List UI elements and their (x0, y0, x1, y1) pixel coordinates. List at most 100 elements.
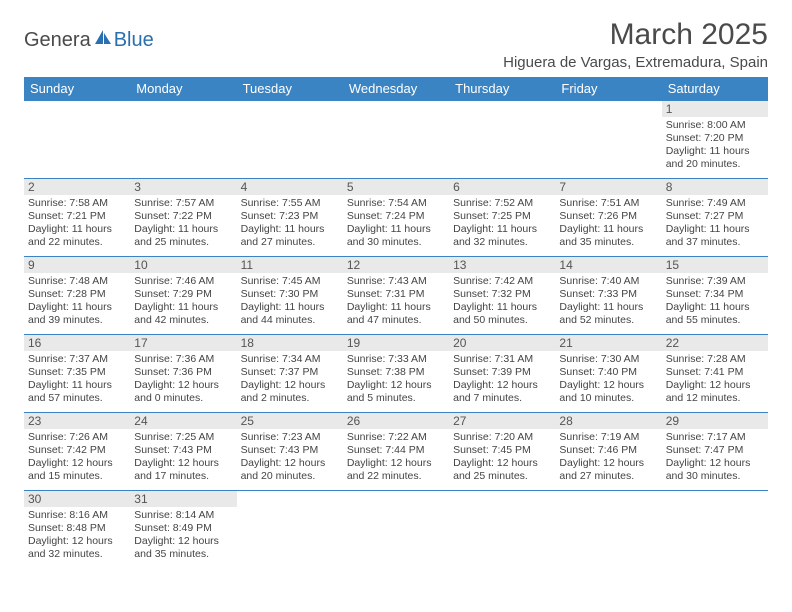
day-number: 13 (449, 257, 555, 273)
calendar-cell: 1Sunrise: 8:00 AMSunset: 7:20 PMDaylight… (662, 101, 768, 179)
calendar-cell: 31Sunrise: 8:14 AMSunset: 8:49 PMDayligh… (130, 491, 236, 569)
day-number: 16 (24, 335, 130, 351)
daylight-text: Daylight: 12 hours and 30 minutes. (666, 457, 764, 483)
sunset-text: Sunset: 7:37 PM (241, 366, 339, 379)
sunset-text: Sunset: 7:33 PM (559, 288, 657, 301)
day-number: 20 (449, 335, 555, 351)
calendar-row: 1Sunrise: 8:00 AMSunset: 7:20 PMDaylight… (24, 101, 768, 179)
calendar-cell: 18Sunrise: 7:34 AMSunset: 7:37 PMDayligh… (237, 335, 343, 413)
sunset-text: Sunset: 7:44 PM (347, 444, 445, 457)
calendar-table: Sunday Monday Tuesday Wednesday Thursday… (24, 77, 768, 569)
day-number: 2 (24, 179, 130, 195)
sunrise-text: Sunrise: 7:25 AM (134, 431, 232, 444)
sunset-text: Sunset: 7:34 PM (666, 288, 764, 301)
sunset-text: Sunset: 7:27 PM (666, 210, 764, 223)
day-number: 30 (24, 491, 130, 507)
sunrise-text: Sunrise: 7:36 AM (134, 353, 232, 366)
day-number: 22 (662, 335, 768, 351)
daylight-text: Daylight: 12 hours and 25 minutes. (453, 457, 551, 483)
day-info: Sunrise: 7:28 AMSunset: 7:41 PMDaylight:… (662, 351, 768, 409)
calendar-cell (343, 101, 449, 179)
calendar-cell: 10Sunrise: 7:46 AMSunset: 7:29 PMDayligh… (130, 257, 236, 335)
sunrise-text: Sunrise: 7:28 AM (666, 353, 764, 366)
daylight-text: Daylight: 11 hours and 42 minutes. (134, 301, 232, 327)
day-header: Monday (130, 77, 236, 101)
calendar-row: 2Sunrise: 7:58 AMSunset: 7:21 PMDaylight… (24, 179, 768, 257)
sunset-text: Sunset: 7:43 PM (241, 444, 339, 457)
day-info: Sunrise: 7:54 AMSunset: 7:24 PMDaylight:… (343, 195, 449, 253)
calendar-cell: 11Sunrise: 7:45 AMSunset: 7:30 PMDayligh… (237, 257, 343, 335)
day-info: Sunrise: 7:57 AMSunset: 7:22 PMDaylight:… (130, 195, 236, 253)
daylight-text: Daylight: 11 hours and 25 minutes. (134, 223, 232, 249)
sunrise-text: Sunrise: 7:52 AM (453, 197, 551, 210)
sunrise-text: Sunrise: 7:17 AM (666, 431, 764, 444)
header: Genera Blue March 2025 Higuera de Vargas… (24, 18, 768, 71)
daylight-text: Daylight: 11 hours and 35 minutes. (559, 223, 657, 249)
calendar-cell: 7Sunrise: 7:51 AMSunset: 7:26 PMDaylight… (555, 179, 661, 257)
sunrise-text: Sunrise: 7:30 AM (559, 353, 657, 366)
calendar-cell: 19Sunrise: 7:33 AMSunset: 7:38 PMDayligh… (343, 335, 449, 413)
daylight-text: Daylight: 11 hours and 20 minutes. (666, 145, 764, 171)
sunrise-text: Sunrise: 7:54 AM (347, 197, 445, 210)
sunset-text: Sunset: 7:30 PM (241, 288, 339, 301)
day-number: 24 (130, 413, 236, 429)
sunset-text: Sunset: 7:26 PM (559, 210, 657, 223)
sunrise-text: Sunrise: 7:23 AM (241, 431, 339, 444)
day-header: Saturday (662, 77, 768, 101)
sunset-text: Sunset: 7:39 PM (453, 366, 551, 379)
day-info: Sunrise: 7:34 AMSunset: 7:37 PMDaylight:… (237, 351, 343, 409)
day-info: Sunrise: 7:52 AMSunset: 7:25 PMDaylight:… (449, 195, 555, 253)
sunrise-text: Sunrise: 7:19 AM (559, 431, 657, 444)
day-number: 19 (343, 335, 449, 351)
sunrise-text: Sunrise: 7:20 AM (453, 431, 551, 444)
logo: Genera Blue (24, 28, 154, 52)
day-info: Sunrise: 7:43 AMSunset: 7:31 PMDaylight:… (343, 273, 449, 331)
calendar-cell: 6Sunrise: 7:52 AMSunset: 7:25 PMDaylight… (449, 179, 555, 257)
daylight-text: Daylight: 12 hours and 7 minutes. (453, 379, 551, 405)
sunrise-text: Sunrise: 7:26 AM (28, 431, 126, 444)
day-number: 1 (662, 101, 768, 117)
sunset-text: Sunset: 7:25 PM (453, 210, 551, 223)
sunrise-text: Sunrise: 7:45 AM (241, 275, 339, 288)
daylight-text: Daylight: 11 hours and 44 minutes. (241, 301, 339, 327)
day-number: 23 (24, 413, 130, 429)
day-number: 17 (130, 335, 236, 351)
day-info: Sunrise: 7:55 AMSunset: 7:23 PMDaylight:… (237, 195, 343, 253)
day-header: Sunday (24, 77, 130, 101)
day-info: Sunrise: 8:00 AMSunset: 7:20 PMDaylight:… (662, 117, 768, 175)
sunset-text: Sunset: 7:38 PM (347, 366, 445, 379)
sunset-text: Sunset: 8:48 PM (28, 522, 126, 535)
day-number: 14 (555, 257, 661, 273)
calendar-cell: 28Sunrise: 7:19 AMSunset: 7:46 PMDayligh… (555, 413, 661, 491)
calendar-cell (449, 101, 555, 179)
calendar-cell (237, 101, 343, 179)
daylight-text: Daylight: 12 hours and 5 minutes. (347, 379, 445, 405)
sunrise-text: Sunrise: 7:46 AM (134, 275, 232, 288)
sunrise-text: Sunrise: 7:55 AM (241, 197, 339, 210)
daylight-text: Daylight: 11 hours and 27 minutes. (241, 223, 339, 249)
day-info: Sunrise: 7:30 AMSunset: 7:40 PMDaylight:… (555, 351, 661, 409)
sunset-text: Sunset: 7:24 PM (347, 210, 445, 223)
calendar-cell: 30Sunrise: 8:16 AMSunset: 8:48 PMDayligh… (24, 491, 130, 569)
day-info: Sunrise: 7:25 AMSunset: 7:43 PMDaylight:… (130, 429, 236, 487)
sunrise-text: Sunrise: 7:34 AM (241, 353, 339, 366)
daylight-text: Daylight: 12 hours and 22 minutes. (347, 457, 445, 483)
daylight-text: Daylight: 12 hours and 15 minutes. (28, 457, 126, 483)
sunrise-text: Sunrise: 7:40 AM (559, 275, 657, 288)
day-number: 7 (555, 179, 661, 195)
daylight-text: Daylight: 12 hours and 17 minutes. (134, 457, 232, 483)
day-number: 21 (555, 335, 661, 351)
calendar-cell (662, 491, 768, 569)
day-header: Wednesday (343, 77, 449, 101)
day-number: 27 (449, 413, 555, 429)
day-info: Sunrise: 7:26 AMSunset: 7:42 PMDaylight:… (24, 429, 130, 487)
day-number: 3 (130, 179, 236, 195)
day-number: 25 (237, 413, 343, 429)
day-info: Sunrise: 7:17 AMSunset: 7:47 PMDaylight:… (662, 429, 768, 487)
calendar-cell: 20Sunrise: 7:31 AMSunset: 7:39 PMDayligh… (449, 335, 555, 413)
day-number: 26 (343, 413, 449, 429)
calendar-cell: 5Sunrise: 7:54 AMSunset: 7:24 PMDaylight… (343, 179, 449, 257)
sunrise-text: Sunrise: 8:14 AM (134, 509, 232, 522)
daylight-text: Daylight: 11 hours and 39 minutes. (28, 301, 126, 327)
daylight-text: Daylight: 11 hours and 32 minutes. (453, 223, 551, 249)
